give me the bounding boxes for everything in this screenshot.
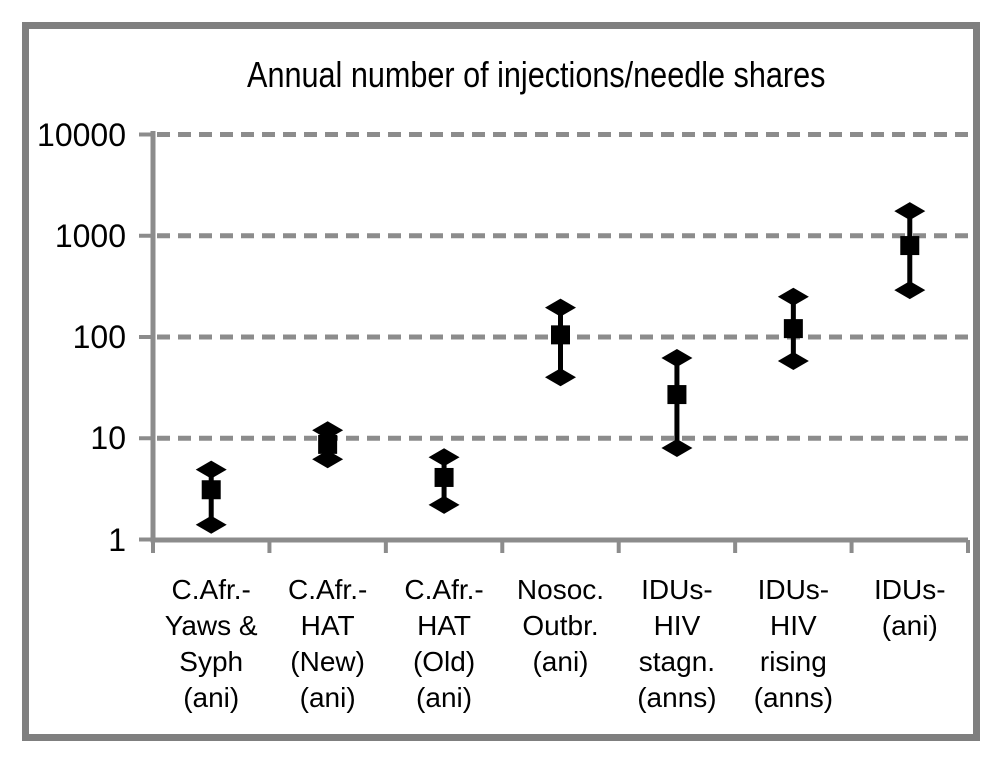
category-label-line: HAT xyxy=(417,610,472,641)
category-label: C.Afr.- HAT (New) (ani) xyxy=(258,572,398,716)
category-label-line: (ani) xyxy=(416,682,473,713)
error-bar-cap-high xyxy=(894,202,926,221)
error-bar-cap-low xyxy=(428,495,460,514)
error-bar-cap-high xyxy=(312,421,344,440)
error-bar-cap-low xyxy=(312,450,344,469)
point-marker xyxy=(783,319,803,339)
category-label-line: rising xyxy=(759,646,827,677)
category-label-line: HIV xyxy=(770,610,817,641)
error-bar-cap-high xyxy=(545,298,576,317)
category-label-line: IDUs- xyxy=(874,574,946,605)
category-label-line: (Old) xyxy=(412,646,476,677)
category-label: IDUs- HIV rising (anns) xyxy=(723,572,863,716)
chart-title: Annual number of injections/needle share… xyxy=(86,54,986,98)
chart-title-text: Annual number of injections/needle share… xyxy=(246,54,826,95)
error-bar-cap-low xyxy=(894,281,926,300)
category-label: IDUs- (ani) xyxy=(840,572,980,644)
category-label-line: C.Afr.- xyxy=(287,574,368,605)
error-bar-cap-low xyxy=(661,439,693,458)
point-marker xyxy=(201,480,221,500)
point-marker xyxy=(434,467,454,487)
category-label-line: IDUs- xyxy=(757,574,830,605)
y-axis-label: 10 xyxy=(90,420,126,457)
category-label-line: IDUs- xyxy=(641,574,713,605)
error-bar-cap-high xyxy=(777,287,809,306)
error-bar-cap-high xyxy=(428,448,460,467)
category-label-line: (ani) xyxy=(299,682,356,713)
category-label-line: C.Afr.- xyxy=(171,574,251,605)
error-bar-cap-low xyxy=(195,515,227,534)
category-label-line: Yaws & xyxy=(164,610,258,641)
point-marker xyxy=(318,434,338,454)
y-axis-label: 10000 xyxy=(37,116,126,153)
y-axis-label: 1000 xyxy=(54,217,126,254)
chart-outer-frame xyxy=(22,22,980,741)
category-label-line: (New) xyxy=(290,646,365,677)
error-bar-cap-high xyxy=(195,460,227,479)
y-axis-label: 100 xyxy=(72,319,126,355)
category-label-line: C.Afr.- xyxy=(404,574,484,605)
category-label-line: (ani) xyxy=(881,610,938,641)
y-axis-label: 1 xyxy=(108,521,126,558)
category-label: IDUs- HIV stagn. (anns) xyxy=(607,572,747,716)
category-label-line: Outbr. xyxy=(522,610,599,641)
category-label-line: (ani) xyxy=(183,682,240,713)
category-label-line: stagn. xyxy=(638,646,716,677)
error-bar-cap-low xyxy=(545,368,576,387)
category-label-line: (anns) xyxy=(753,682,834,713)
category-label-line: (anns) xyxy=(637,682,717,713)
category-label: Nosoc. Outbr. (ani) xyxy=(491,572,631,680)
category-label: C.Afr.- Yaws & Syph (ani) xyxy=(141,572,281,716)
point-marker xyxy=(551,325,570,345)
error-bar-cap-high xyxy=(661,349,693,368)
category-label-line: HIV xyxy=(653,610,701,641)
error-bar-cap-low xyxy=(777,351,809,370)
category-label: C.Afr.- HAT (Old) (ani) xyxy=(374,572,514,716)
point-marker xyxy=(667,385,687,405)
category-label-line: Nosoc. xyxy=(516,574,605,605)
point-marker xyxy=(900,236,920,256)
category-label-line: (ani) xyxy=(532,646,589,677)
category-label-line: HAT xyxy=(300,610,355,641)
category-label-line: Syph xyxy=(179,646,244,677)
